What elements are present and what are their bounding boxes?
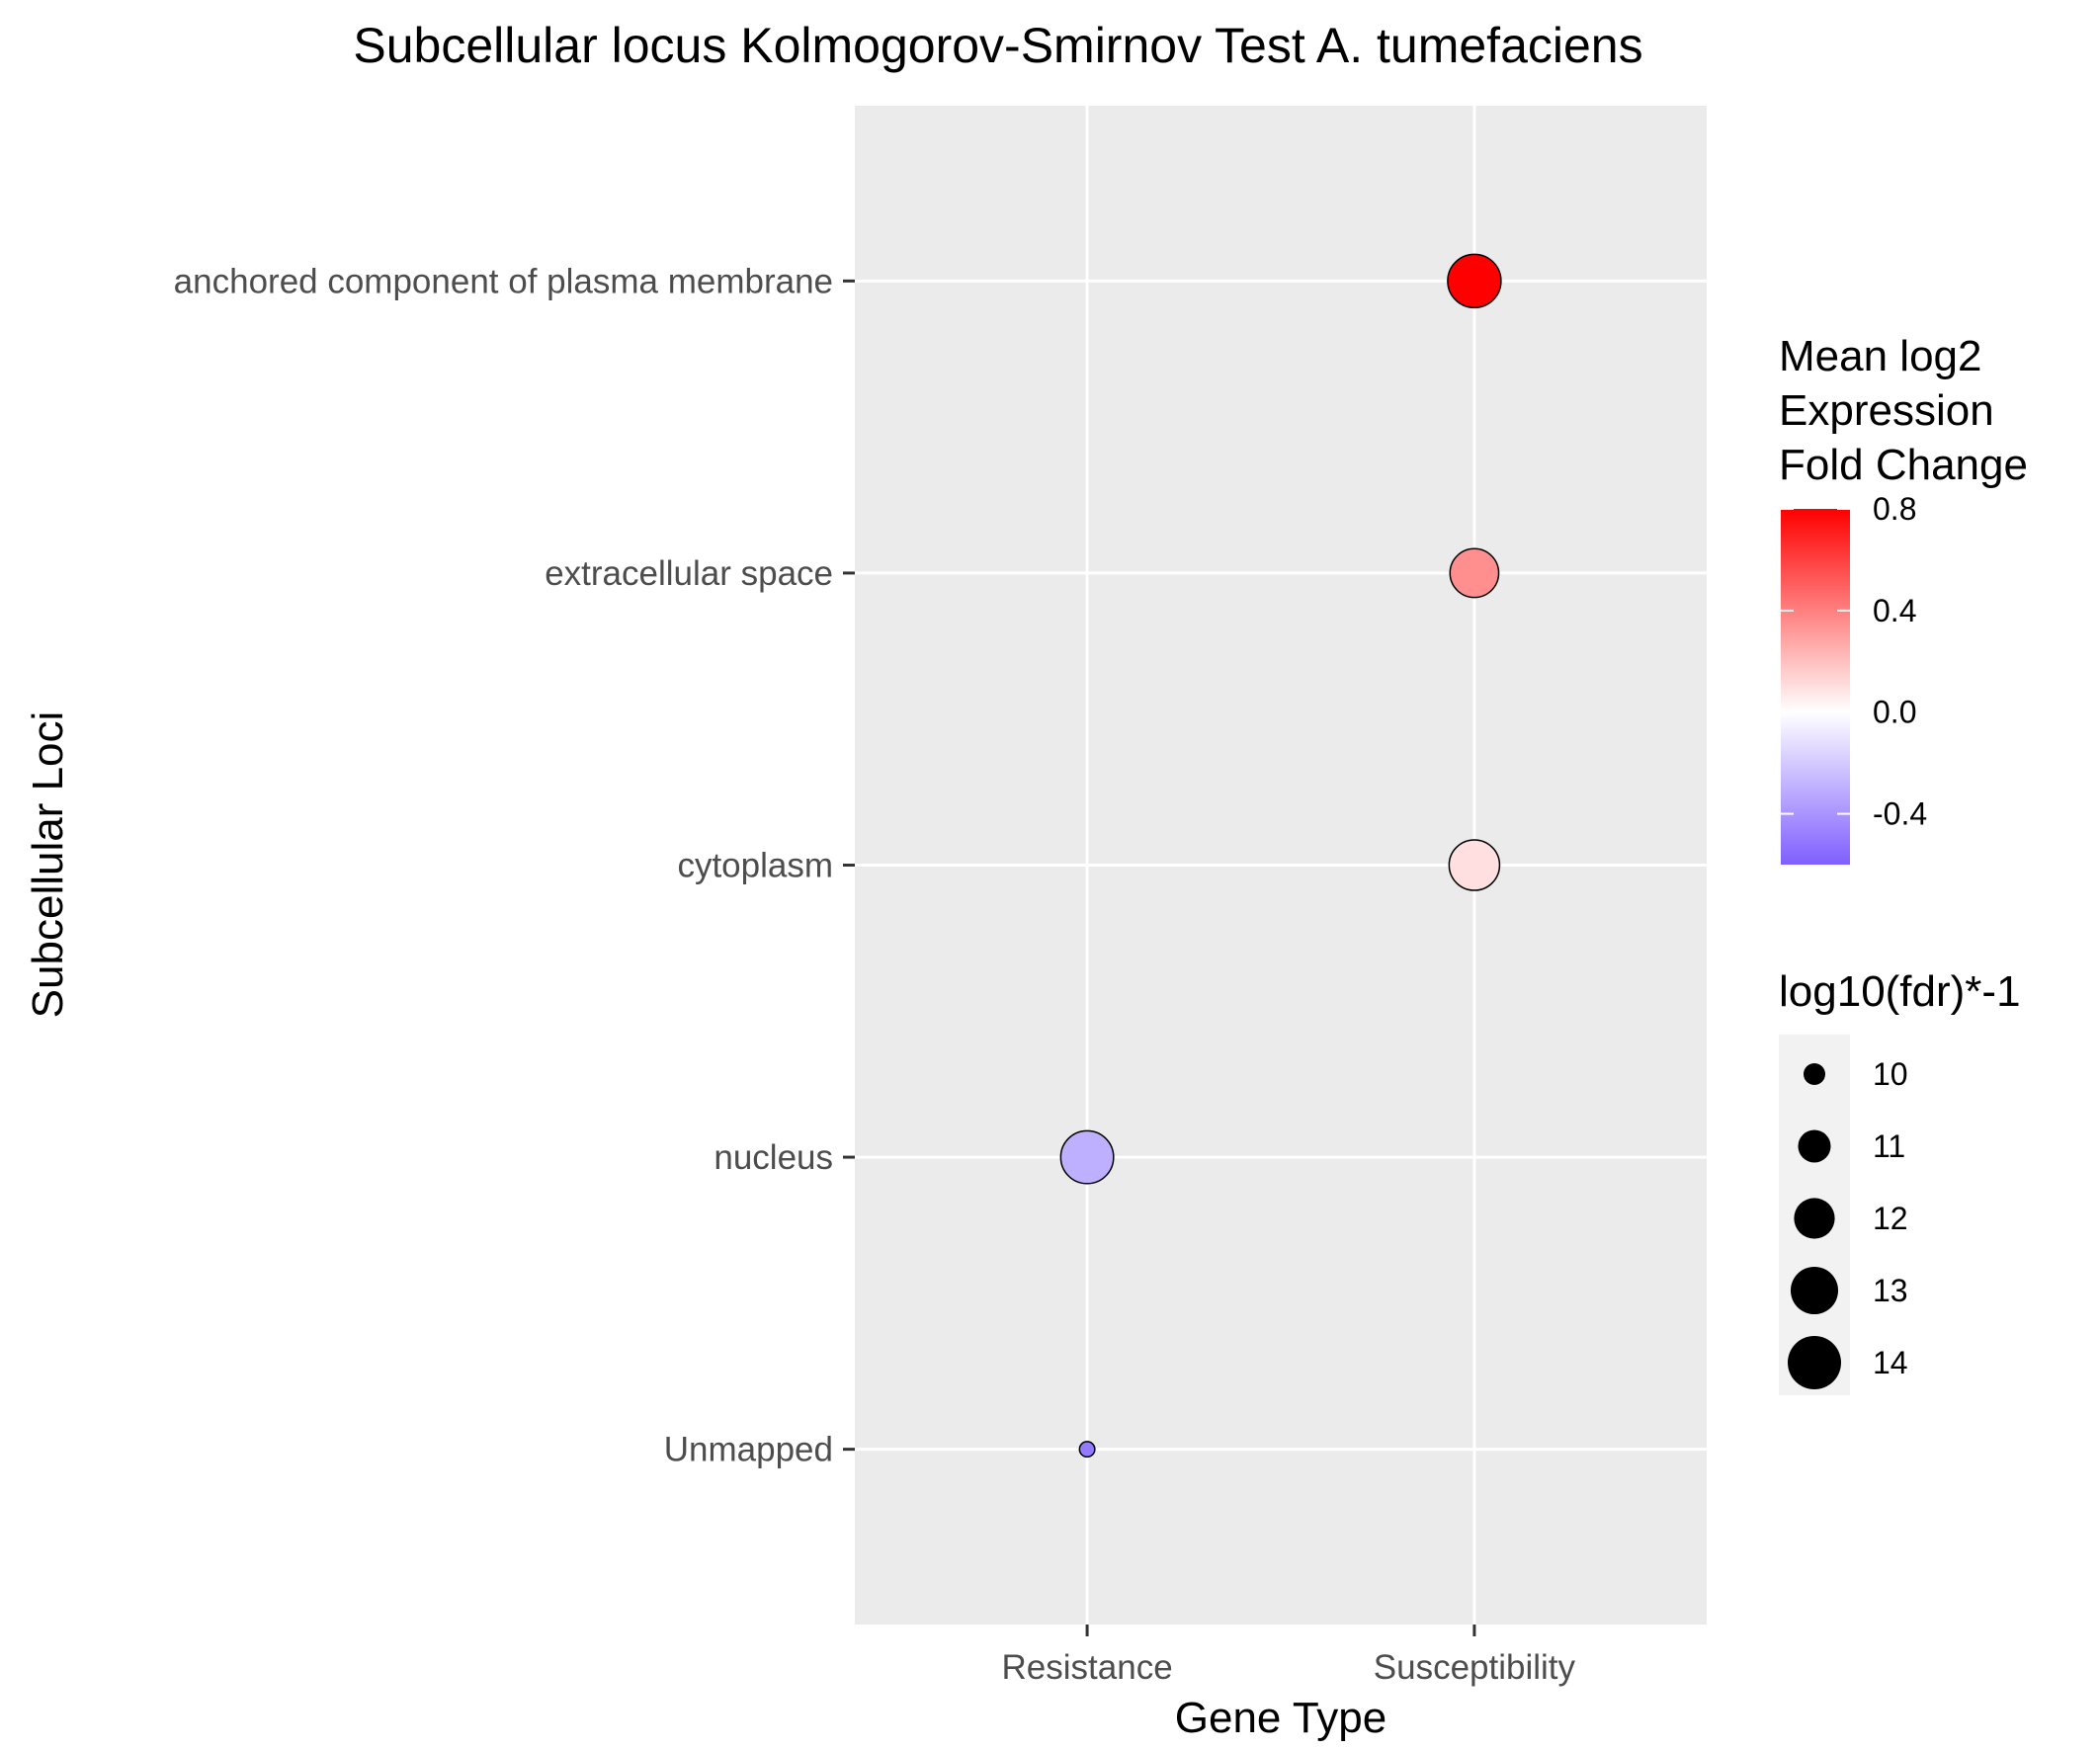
- color-legend-title-line-1: Mean log2: [1779, 332, 1981, 380]
- y-tick-label-anchored-component-of-plasma-membrane: anchored component of plasma membrane: [174, 262, 833, 300]
- color-legend-title: Mean log2 Expression Fold Change: [1779, 332, 2028, 489]
- size-key-label-12: 12: [1873, 1201, 1908, 1236]
- size-key-11: [1798, 1129, 1831, 1163]
- point-cytoplasm: [1448, 839, 1501, 891]
- size-key-12: [1794, 1198, 1835, 1239]
- y-axis: anchored component of plasma membrane ext…: [174, 262, 855, 1469]
- y-axis-title: Subcellular Loci: [24, 711, 72, 1019]
- color-bar-ticks: 0.8 0.4 0.0 -0.4: [1781, 491, 1927, 832]
- color-legend-title-line-2: Expression: [1779, 386, 1994, 435]
- x-axis-title: Gene Type: [1175, 1694, 1386, 1742]
- size-legend-keys: 10 11 12 13 14: [1788, 1056, 1908, 1389]
- y-tick-label-extracellular-space: extracellular space: [545, 554, 833, 593]
- y-tick-label-nucleus: nucleus: [714, 1138, 833, 1177]
- color-bar: [1781, 509, 1850, 865]
- x-axis: Resistance Susceptibility: [1002, 1625, 1576, 1687]
- point-anchored-component-of-plasma-membrane: [1447, 253, 1502, 309]
- size-key-label-14: 14: [1873, 1345, 1908, 1380]
- color-tick-label-2: 0.0: [1873, 695, 1916, 730]
- x-tick-label-susceptibility: Susceptibility: [1374, 1648, 1576, 1687]
- color-tick-label-1: 0.4: [1873, 593, 1916, 628]
- size-key-13: [1790, 1266, 1839, 1315]
- chart-title: Subcellular locus Kolmogorov-Smirnov Tes…: [353, 18, 1642, 73]
- size-key-14: [1788, 1336, 1841, 1389]
- color-tick-label-3: -0.4: [1873, 796, 1927, 832]
- size-legend-title: log10(fdr)*-1: [1779, 967, 2021, 1016]
- color-tick-label-0: 0.8: [1873, 491, 1916, 527]
- y-tick-label-unmapped: Unmapped: [664, 1431, 833, 1469]
- point-nucleus: [1059, 1129, 1115, 1185]
- x-tick-label-resistance: Resistance: [1002, 1648, 1173, 1687]
- y-tick-label-cytoplasm: cytoplasm: [677, 847, 833, 885]
- size-key-label-11: 11: [1873, 1128, 1905, 1164]
- color-legend: Mean log2 Expression Fold Change 0.80.40…: [1779, 332, 2028, 865]
- size-key-label-13: 13: [1873, 1273, 1908, 1308]
- point-unmapped: [1078, 1441, 1096, 1458]
- size-key-label-10: 10: [1873, 1056, 1908, 1092]
- color-legend-title-line-3: Fold Change: [1779, 441, 2028, 489]
- data-points: [1059, 253, 1502, 1458]
- point-extracellular-space: [1449, 547, 1500, 599]
- size-key-10: [1804, 1063, 1825, 1085]
- size-legend: log10(fdr)*-1 10 11 12 13 14: [1779, 967, 2021, 1395]
